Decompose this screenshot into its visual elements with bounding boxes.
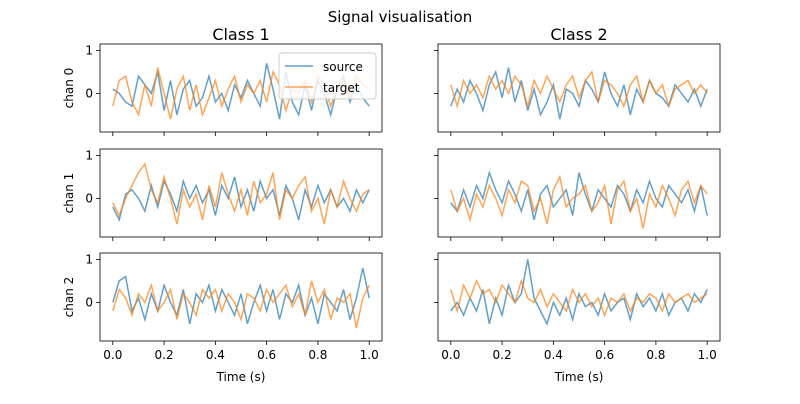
axes-frame-chan-2-class-1 xyxy=(99,252,383,342)
ytick-label-1-chan-0-class-1: 1 xyxy=(85,43,93,57)
xtick-label-0.4-chan-2-class-2: 0.4 xyxy=(544,348,563,362)
series-source-chan-0-class-2 xyxy=(450,67,708,120)
ytick-label-1-chan-2-class-1: 1 xyxy=(85,252,93,266)
ylabel-chan-1: chan 1 xyxy=(62,173,76,214)
xtick-label-0.8-chan-2-class-1: 0.8 xyxy=(308,348,327,362)
ytick-label-0-chan-2-class-1: 0 xyxy=(85,295,93,309)
series-target-chan-1-class-1 xyxy=(112,162,370,225)
axes-frame-chan-2-class-2 xyxy=(437,252,721,342)
axes-frame-chan-0-class-2 xyxy=(437,43,721,133)
xlabel-class-1: Time (s) xyxy=(216,370,266,384)
xlabel-class-2: Time (s) xyxy=(554,370,604,384)
xtick-label-0.8-chan-2-class-2: 0.8 xyxy=(646,348,665,362)
axes-frame-chan-1-class-2 xyxy=(437,148,721,238)
xtick-label-0.0-chan-2-class-1: 0.0 xyxy=(103,348,122,362)
xtick-label-0.2-chan-2-class-1: 0.2 xyxy=(155,348,174,362)
legend-label-source: source xyxy=(323,60,363,74)
column-title-class-2: Class 2 xyxy=(550,25,607,44)
xtick-label-1.0-chan-2-class-2: 1.0 xyxy=(698,348,717,362)
ytick-label-0-chan-0-class-1: 0 xyxy=(85,86,93,100)
ylabel-chan-0: chan 0 xyxy=(62,68,76,109)
xtick-label-0.6-chan-2-class-1: 0.6 xyxy=(257,348,276,362)
column-title-class-1: Class 1 xyxy=(212,25,269,44)
series-source-chan-1-class-1 xyxy=(112,176,370,222)
legend: source target xyxy=(278,52,377,100)
legend-label-target: target xyxy=(323,81,360,95)
xtick-label-0.2-chan-2-class-2: 0.2 xyxy=(493,348,512,362)
figure-title: Signal visualisation xyxy=(328,8,472,26)
xtick-label-0.6-chan-2-class-2: 0.6 xyxy=(595,348,614,362)
xtick-label-0.0-chan-2-class-2: 0.0 xyxy=(441,348,460,362)
axes-frame-chan-0-class-1 xyxy=(99,43,383,133)
ytick-label-0-chan-1-class-1: 0 xyxy=(85,191,93,205)
series-source-chan-2-class-2 xyxy=(450,259,708,326)
ylabel-chan-2: chan 2 xyxy=(62,277,76,318)
series-target-chan-0-class-2 xyxy=(450,70,708,110)
series-target-chan-2-class-2 xyxy=(450,278,708,318)
ytick-label-1-chan-1-class-1: 1 xyxy=(85,148,93,162)
axes-frame-chan-1-class-1 xyxy=(99,148,383,238)
series-target-chan-1-class-2 xyxy=(450,174,708,229)
series-source-chan-2-class-1 xyxy=(112,267,370,325)
xtick-label-0.4-chan-2-class-1: 0.4 xyxy=(206,348,225,362)
series-source-chan-1-class-2 xyxy=(450,170,708,220)
xtick-label-1.0-chan-2-class-1: 1.0 xyxy=(360,348,379,362)
series-target-chan-2-class-1 xyxy=(112,280,370,329)
